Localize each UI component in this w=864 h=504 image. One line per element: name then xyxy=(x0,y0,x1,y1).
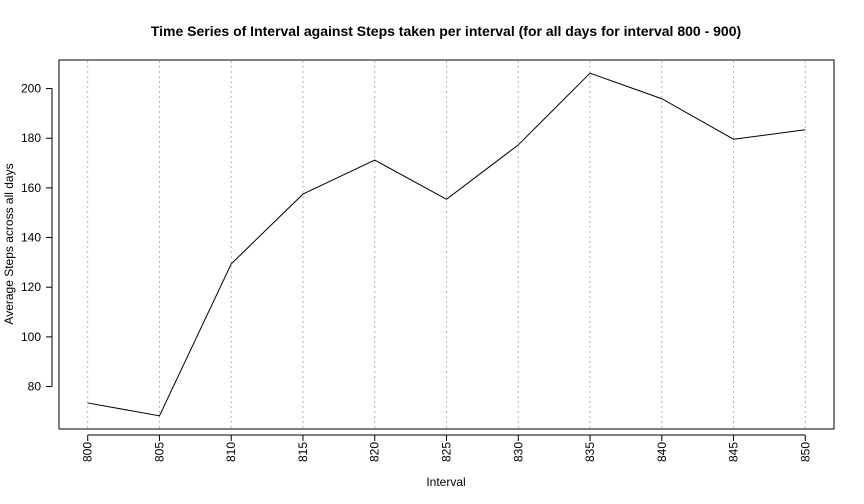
x-tick-label-805: 805 xyxy=(152,442,166,462)
x-tick-label-815: 815 xyxy=(296,442,310,462)
x-tick-label-845: 845 xyxy=(727,442,741,462)
y-axis-label: Average Steps across all days xyxy=(2,163,16,324)
x-tick-label-830: 830 xyxy=(511,442,525,462)
x-tick-label-835: 835 xyxy=(583,442,597,462)
y-axis: 80 100 120 140 160 180 200 xyxy=(21,82,53,394)
y-tick-label-180: 180 xyxy=(21,131,41,145)
y-tick-label-80: 80 xyxy=(28,380,42,394)
x-tick-label-820: 820 xyxy=(368,442,382,462)
series-group xyxy=(87,72,806,417)
y-tick-label-200: 200 xyxy=(21,82,41,96)
y-tick-label-120: 120 xyxy=(21,280,41,294)
x-axis: 800 805 810 815 820 825 830 835 840 845 850 xyxy=(81,434,812,462)
plot-frame xyxy=(58,59,835,430)
x-axis-label: Interval xyxy=(426,475,465,489)
x-tick-label-825: 825 xyxy=(440,442,454,462)
x-tick-label-850: 850 xyxy=(798,442,812,462)
x-tick-label-840: 840 xyxy=(655,442,669,462)
x-tick-label-810: 810 xyxy=(224,442,238,462)
y-tick-label-160: 160 xyxy=(21,181,41,195)
y-tick-label-140: 140 xyxy=(21,231,41,245)
y-tick-label-100: 100 xyxy=(21,330,41,344)
series-line-1 xyxy=(87,72,806,417)
grid-lines xyxy=(87,61,806,428)
chart-title: Time Series of Interval against Steps ta… xyxy=(151,23,741,39)
x-tick-label-800: 800 xyxy=(81,442,95,462)
